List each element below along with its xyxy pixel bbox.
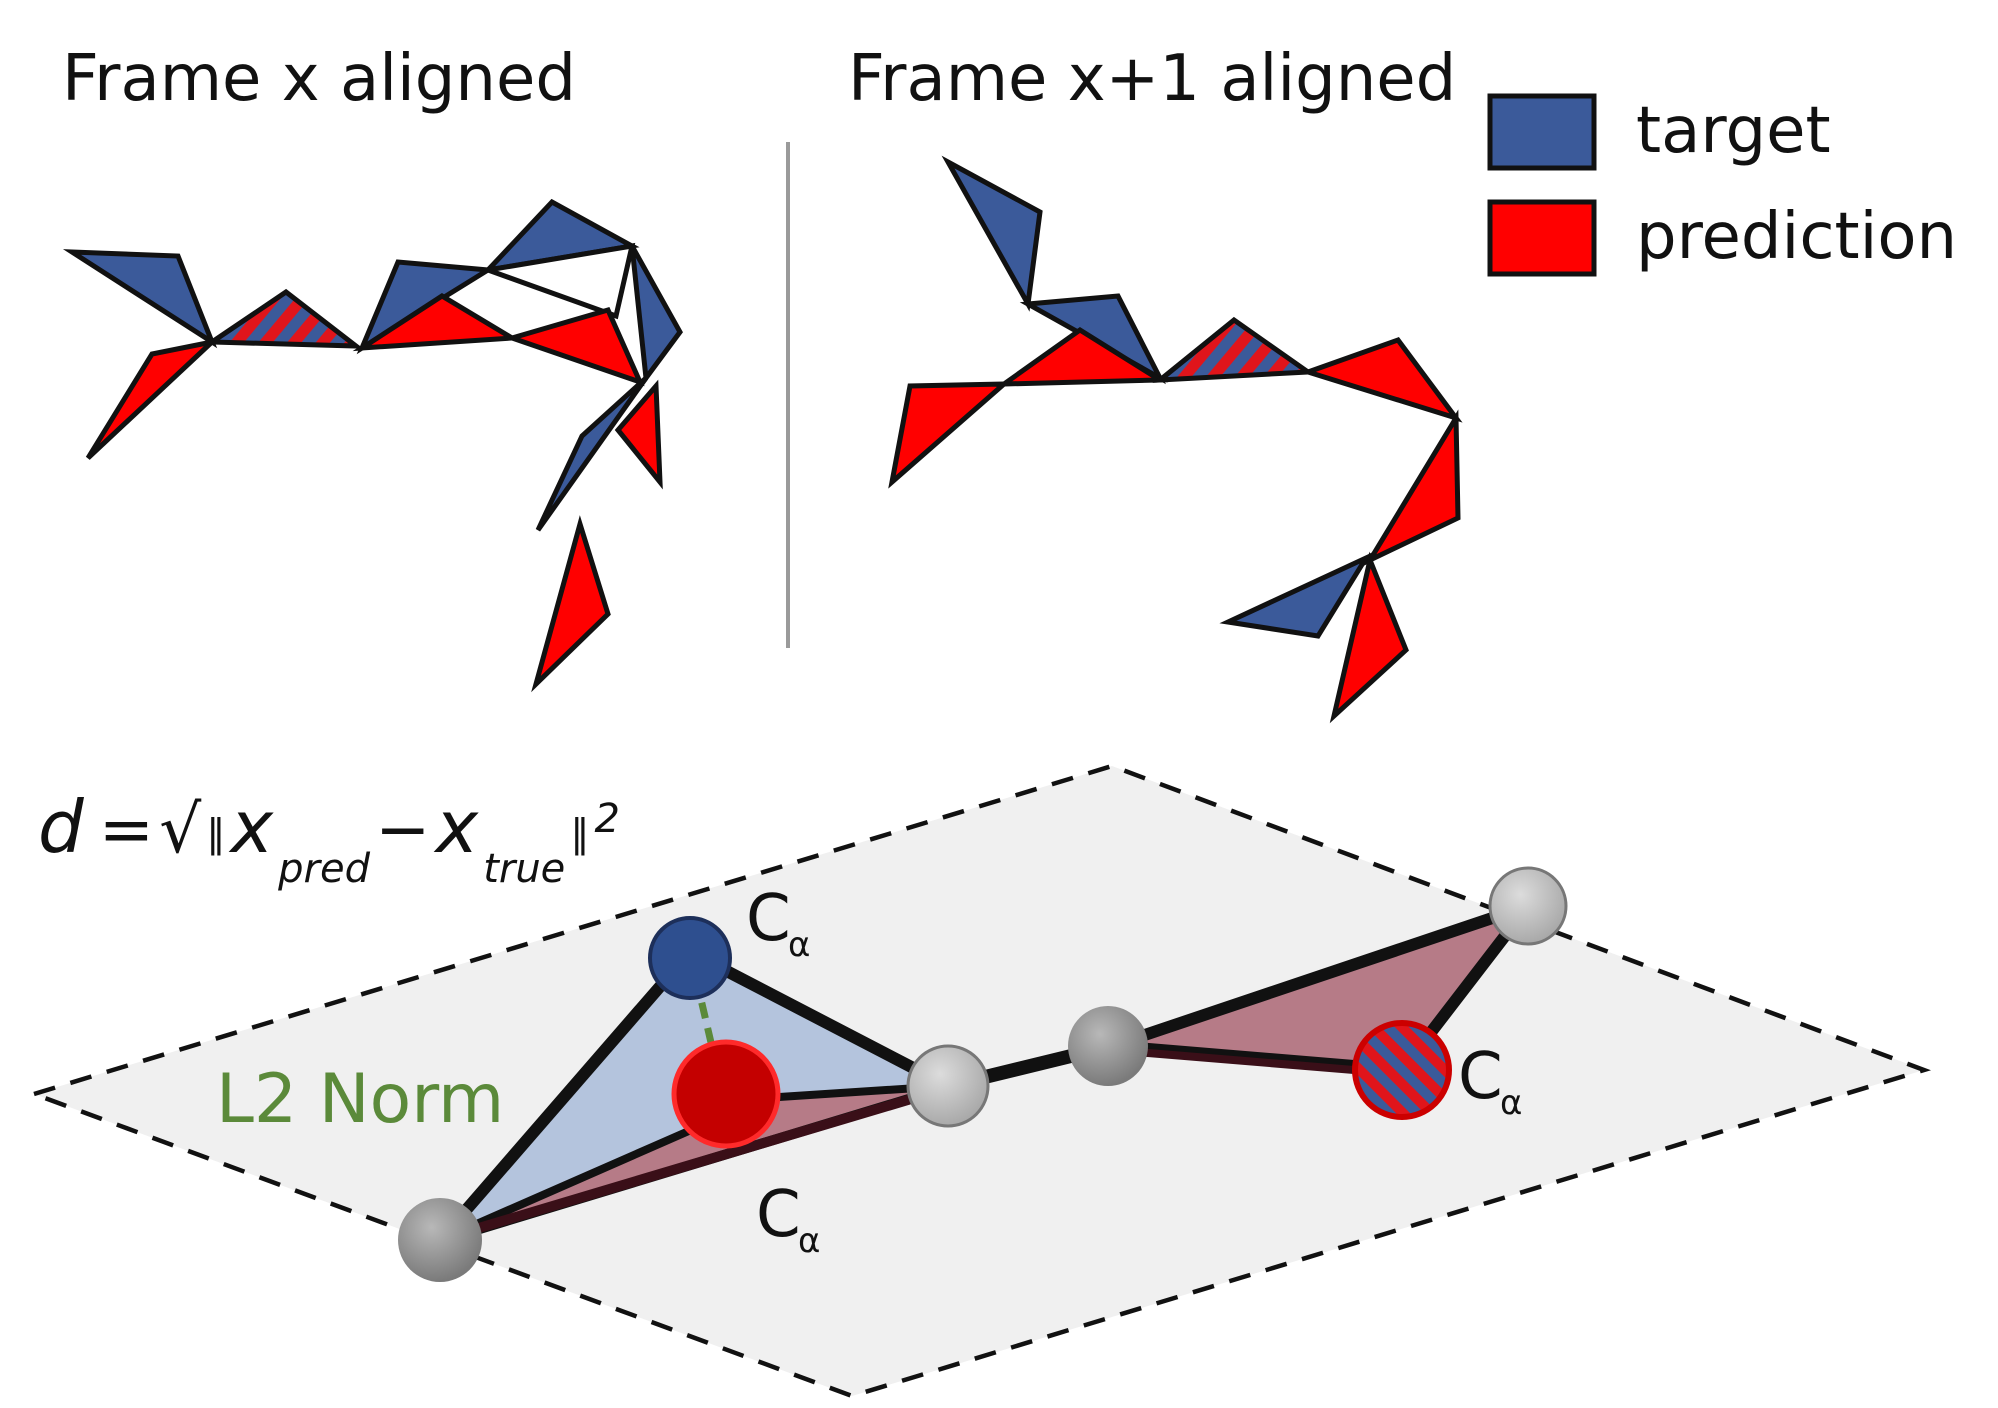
c-atom-left bbox=[906, 1044, 990, 1128]
ca-label-main: C bbox=[1458, 1040, 1503, 1114]
right-overlap-triangle bbox=[1152, 316, 1316, 383]
left-chain-gap bbox=[478, 242, 636, 320]
left-target-triangle bbox=[629, 244, 683, 385]
ca-atom-overlap bbox=[1352, 1020, 1452, 1120]
legend-swatch-prediction bbox=[1487, 199, 1597, 277]
legend-label-prediction: prediction bbox=[1636, 200, 1957, 274]
left-panel-backbone bbox=[62, 198, 683, 693]
right-prediction-triangle bbox=[1300, 337, 1463, 423]
ca-atom-target bbox=[648, 916, 732, 1000]
legend-swatch-target bbox=[1487, 93, 1597, 171]
ca-label-sub: α bbox=[788, 925, 810, 965]
left-prediction-triangle bbox=[352, 293, 521, 352]
predicted-edge-shadow bbox=[450, 1083, 950, 1241]
ca-label-sub: α bbox=[1500, 1083, 1522, 1123]
right-target-triangle bbox=[1219, 552, 1373, 639]
left-overlap-triangle bbox=[204, 288, 364, 349]
left-prediction-triangle bbox=[614, 379, 663, 490]
l2-norm-label: L2 Norm bbox=[216, 1060, 504, 1139]
ca-label-prediction: C α bbox=[756, 1178, 820, 1261]
left-target-triangle bbox=[62, 249, 218, 349]
formula-sqrt: √ bbox=[159, 791, 202, 868]
left-target-triangle bbox=[535, 376, 649, 532]
formula-x-pred: x bbox=[228, 785, 274, 869]
distance-formula: d = √ ‖ x pred − x true ‖ 2 bbox=[38, 785, 620, 892]
ca-label-overlap: C α bbox=[1458, 1040, 1522, 1123]
right-prediction-triangle bbox=[1329, 551, 1409, 724]
formula-sub-pred: pred bbox=[277, 846, 370, 892]
n-atom-left bbox=[398, 1198, 482, 1282]
left-prediction-triangle bbox=[85, 337, 221, 460]
formula-minus: − bbox=[375, 791, 430, 868]
formula-norm-close: ‖ bbox=[570, 811, 589, 856]
formula-d: d bbox=[38, 785, 85, 869]
ca-label-main: C bbox=[756, 1178, 801, 1252]
formula-sub-true: true bbox=[483, 846, 565, 892]
right-target-triangle bbox=[941, 155, 1043, 312]
formula-equals: = bbox=[99, 791, 154, 868]
left-panel-title: Frame x aligned bbox=[62, 42, 576, 116]
legend-label-target: target bbox=[1636, 94, 1831, 168]
right-prediction-triangle bbox=[1363, 409, 1461, 566]
right-panel-title: Frame x+1 aligned bbox=[848, 42, 1456, 116]
right-prediction-triangle bbox=[995, 326, 1169, 387]
formula-norm-open: ‖ bbox=[206, 811, 225, 856]
c-atom-right bbox=[1488, 866, 1568, 946]
ca-atom-prediction bbox=[671, 1039, 781, 1149]
n-atom-right bbox=[1068, 1006, 1148, 1086]
ca-label-sub: α bbox=[798, 1221, 820, 1261]
right-prediction-triangle bbox=[888, 381, 1011, 489]
left-prediction-triangle bbox=[503, 306, 645, 387]
formula-squared: 2 bbox=[594, 796, 619, 842]
formula-x-true: x bbox=[434, 785, 480, 869]
left-prediction-triangle bbox=[531, 515, 611, 693]
right-panel-backbone bbox=[888, 155, 1463, 724]
ca-label-target: C α bbox=[746, 882, 810, 965]
legend: target prediction bbox=[1487, 93, 1957, 277]
ca-label-main: C bbox=[746, 882, 791, 956]
